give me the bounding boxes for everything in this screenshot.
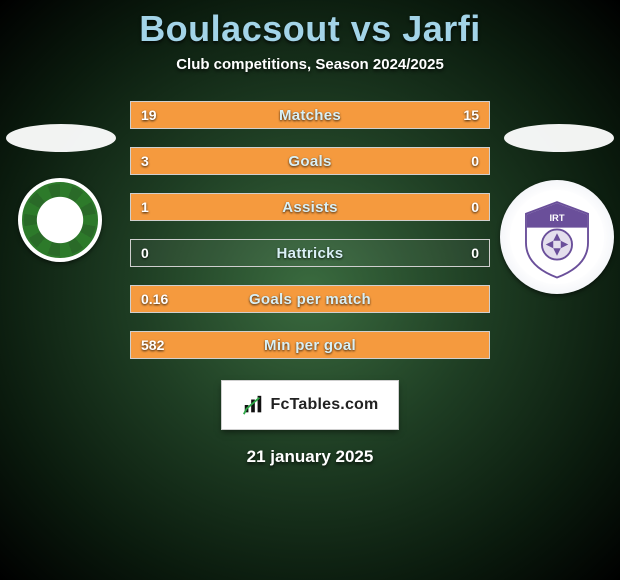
- crest-right-icon: IRT: [510, 190, 604, 284]
- stat-label: Matches: [131, 102, 489, 128]
- stat-row: 0.16Goals per match: [130, 285, 490, 313]
- svg-text:IRT: IRT: [549, 212, 564, 223]
- stat-label: Goals per match: [131, 286, 489, 312]
- stat-row: 1915Matches: [130, 101, 490, 129]
- player-halo-right: [504, 124, 614, 152]
- stat-label: Goals: [131, 148, 489, 174]
- stat-row: 00Hattricks: [130, 239, 490, 267]
- player-halo-left: [6, 124, 116, 152]
- page-title: Boulacsout vs Jarfi: [0, 8, 620, 50]
- brand-box: FcTables.com: [222, 381, 398, 429]
- club-badge-left: [18, 178, 102, 262]
- stat-rows: 1915Matches 30Goals 10Assists 00Hattricks 0.…: [130, 101, 490, 359]
- brand-text: FcTables.com: [271, 396, 379, 414]
- stat-label: Min per goal: [131, 332, 489, 358]
- crest-left-icon: [22, 182, 98, 258]
- brand-chart-icon: [242, 394, 264, 416]
- stat-row: 10Assists: [130, 193, 490, 221]
- infographic-root: Boulacsout vs Jarfi Club competitions, S…: [0, 0, 620, 580]
- stat-row: 30Goals: [130, 147, 490, 175]
- stat-label: Assists: [131, 194, 489, 220]
- club-badge-right: IRT: [500, 180, 614, 294]
- stat-label: Hattricks: [131, 240, 489, 266]
- subtitle: Club competitions, Season 2024/2025: [0, 56, 620, 73]
- stat-row: 582Min per goal: [130, 331, 490, 359]
- infographic-date: 21 january 2025: [0, 447, 620, 467]
